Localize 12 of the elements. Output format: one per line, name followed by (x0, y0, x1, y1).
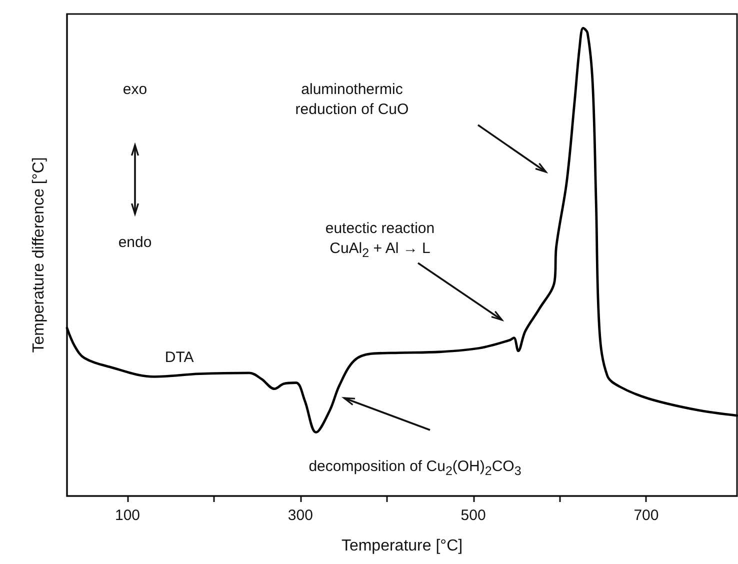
y-axis-title: Temperature difference [°C] (30, 157, 48, 353)
annotation: decomposition of Cu$_{2}$(OH)$_{2}$CO$_{3}$ (308, 456, 522, 480)
x-tick-label: 100 (115, 507, 140, 524)
annotation: exo (122, 80, 148, 100)
x-axis-title: Temperature [°C] (341, 538, 463, 554)
x-tick-label: 300 (288, 507, 313, 524)
annotation: aluminothermic reduction of CuO (294, 80, 410, 120)
annotation: endo (117, 233, 153, 253)
series-label: DTA (164, 348, 195, 368)
x-tick-label: 700 (634, 507, 659, 524)
x-tick-label: 500 (460, 507, 486, 524)
annotation: eutectic reaction CuAl$_{2}$ + Al → L (324, 218, 436, 262)
